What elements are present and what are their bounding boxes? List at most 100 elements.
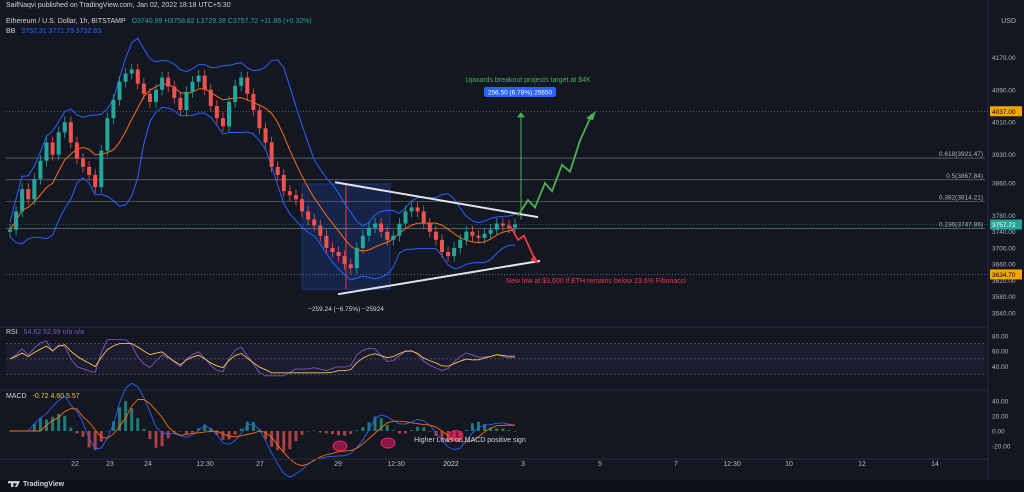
candle-body: [318, 225, 323, 236]
currency-label[interactable]: USD: [1001, 18, 1016, 25]
macd-histogram-bar: [130, 408, 134, 431]
macd-histogram-bar: [397, 431, 401, 434]
candle-body: [245, 77, 250, 94]
candle-body: [123, 73, 128, 82]
rsi-tick-label: 40.00: [992, 364, 1009, 371]
macd-histogram-bar: [32, 423, 36, 431]
macd-annotation: Higher Lows on MACD positive sign: [414, 437, 526, 444]
candle-body: [494, 223, 499, 230]
candle-body: [233, 85, 238, 102]
macd-histogram-bar: [221, 431, 225, 440]
triangle-upper-trendline: [334, 181, 539, 219]
rsi-label: RSI: [6, 329, 18, 336]
symbol-title[interactable]: Ethereum / U.S. Dollar, 1h, BITSTAMP: [6, 18, 126, 25]
price-badge: [990, 269, 1022, 280]
macd-low-highlight: [332, 440, 348, 452]
time-tick-label: 12:30: [196, 461, 214, 468]
macd-histogram-bar: [215, 431, 219, 435]
candle-body: [464, 231, 469, 240]
candle-body: [8, 229, 12, 232]
ohlc-values: O3740.99 H3758.82 L3729.38 C3757.72 +11.…: [131, 18, 312, 25]
macd-histogram-bar: [51, 416, 55, 431]
macd-histogram-bar: [57, 413, 61, 431]
signal-line: [10, 399, 516, 467]
up-measure-badge: [484, 87, 556, 97]
candle-body: [184, 91, 189, 111]
macd-histogram-bar: [118, 407, 122, 431]
rsi-legend[interactable]: RSI 54.62 52.99 n/a n/a: [6, 329, 88, 336]
macd-histogram-bar: [172, 431, 176, 432]
macd-histogram-bar: [294, 431, 298, 442]
candle-body: [227, 101, 232, 127]
candle-body: [366, 227, 371, 236]
time-tick-label: 22: [71, 461, 79, 468]
price-badge-text: 4037.00: [992, 109, 1016, 116]
macd-histogram-bar: [227, 431, 231, 440]
time-tick-label: 14: [931, 461, 939, 468]
bb-basis-line: [9, 83, 516, 252]
price-tick-label: 4010.00: [992, 120, 1016, 127]
price-badge-text: 3757.72: [992, 222, 1016, 229]
macd-histogram-bar: [203, 424, 207, 431]
candle-body: [379, 223, 384, 232]
candle-body: [68, 122, 73, 143]
tradingview-logo[interactable]: TradingView: [8, 481, 64, 488]
macd-histogram-bar: [495, 428, 499, 431]
macd-label: MACD: [6, 393, 27, 400]
bb-indicator-legend[interactable]: BB 3752.31 3771.79 3732.83: [6, 28, 105, 35]
price-tick-label: 3660.00: [992, 262, 1016, 269]
time-tick-label: 27: [256, 461, 264, 468]
macd-histogram-bar: [361, 427, 365, 431]
price-tick-label: 3740.00: [992, 229, 1016, 236]
candle-body: [385, 231, 390, 240]
time-tick-label: 29: [334, 461, 342, 468]
candle-body: [439, 239, 444, 252]
macd-tick-label: 0.00: [992, 429, 1005, 436]
macd-histogram-bar: [337, 431, 341, 436]
price-tick-label: 3780.00: [992, 213, 1016, 220]
candle-body: [202, 75, 207, 90]
price-tick-label: 4170.00: [992, 55, 1016, 62]
candle-body: [196, 75, 201, 82]
macd-low-highlight: [380, 437, 396, 449]
price-tick-label: 3700.00: [992, 245, 1016, 252]
candle-body: [506, 225, 511, 228]
tradingview-icon: [8, 481, 20, 488]
candle-body: [348, 264, 353, 269]
macd-histogram-bar: [209, 428, 213, 431]
up-measure-text: 256.50 (6.78%) 25650: [488, 90, 553, 97]
candle-body: [275, 166, 280, 175]
brand-text: TradingView: [23, 481, 65, 488]
candle-body: [147, 93, 152, 102]
price-tick-label: 3860.00: [992, 181, 1016, 188]
macd-histogram-bar: [483, 424, 487, 431]
price-tick-label: 3540.00: [992, 310, 1016, 317]
macd-histogram-bar: [69, 427, 73, 431]
rsi-values: 54.62 52.99 n/a n/a: [23, 329, 84, 336]
bb-values: 3752.31 3771.79 3732.83: [21, 28, 102, 35]
candle-body: [360, 235, 365, 248]
macd-histogram-bar: [276, 431, 280, 450]
candle-body: [20, 189, 25, 212]
time-tick-label: 7: [674, 461, 678, 468]
price-tick-label: 3620.00: [992, 278, 1016, 285]
bb-lower-band: [9, 106, 516, 281]
candle-body: [306, 211, 311, 220]
candle-body: [74, 142, 79, 159]
macd-histogram-bar: [391, 430, 395, 431]
macd-histogram-bar: [349, 431, 353, 434]
macd-histogram-bar: [434, 431, 438, 436]
time-tick-label: 12: [858, 461, 866, 468]
candle-body: [99, 150, 104, 188]
bullish-projection-path: [517, 113, 593, 216]
macd-legend[interactable]: MACD -0.72 4.60 5.57: [6, 393, 84, 400]
macd-histogram-bar: [300, 431, 304, 435]
candle-body: [452, 247, 457, 257]
macd-histogram-bar: [142, 428, 146, 431]
candle-body: [56, 132, 61, 155]
macd-histogram-bar: [239, 428, 243, 431]
macd-histogram-bar: [464, 429, 468, 431]
fib-label: 0.618(3921.47): [939, 151, 983, 158]
macd-histogram-bar: [410, 430, 414, 431]
